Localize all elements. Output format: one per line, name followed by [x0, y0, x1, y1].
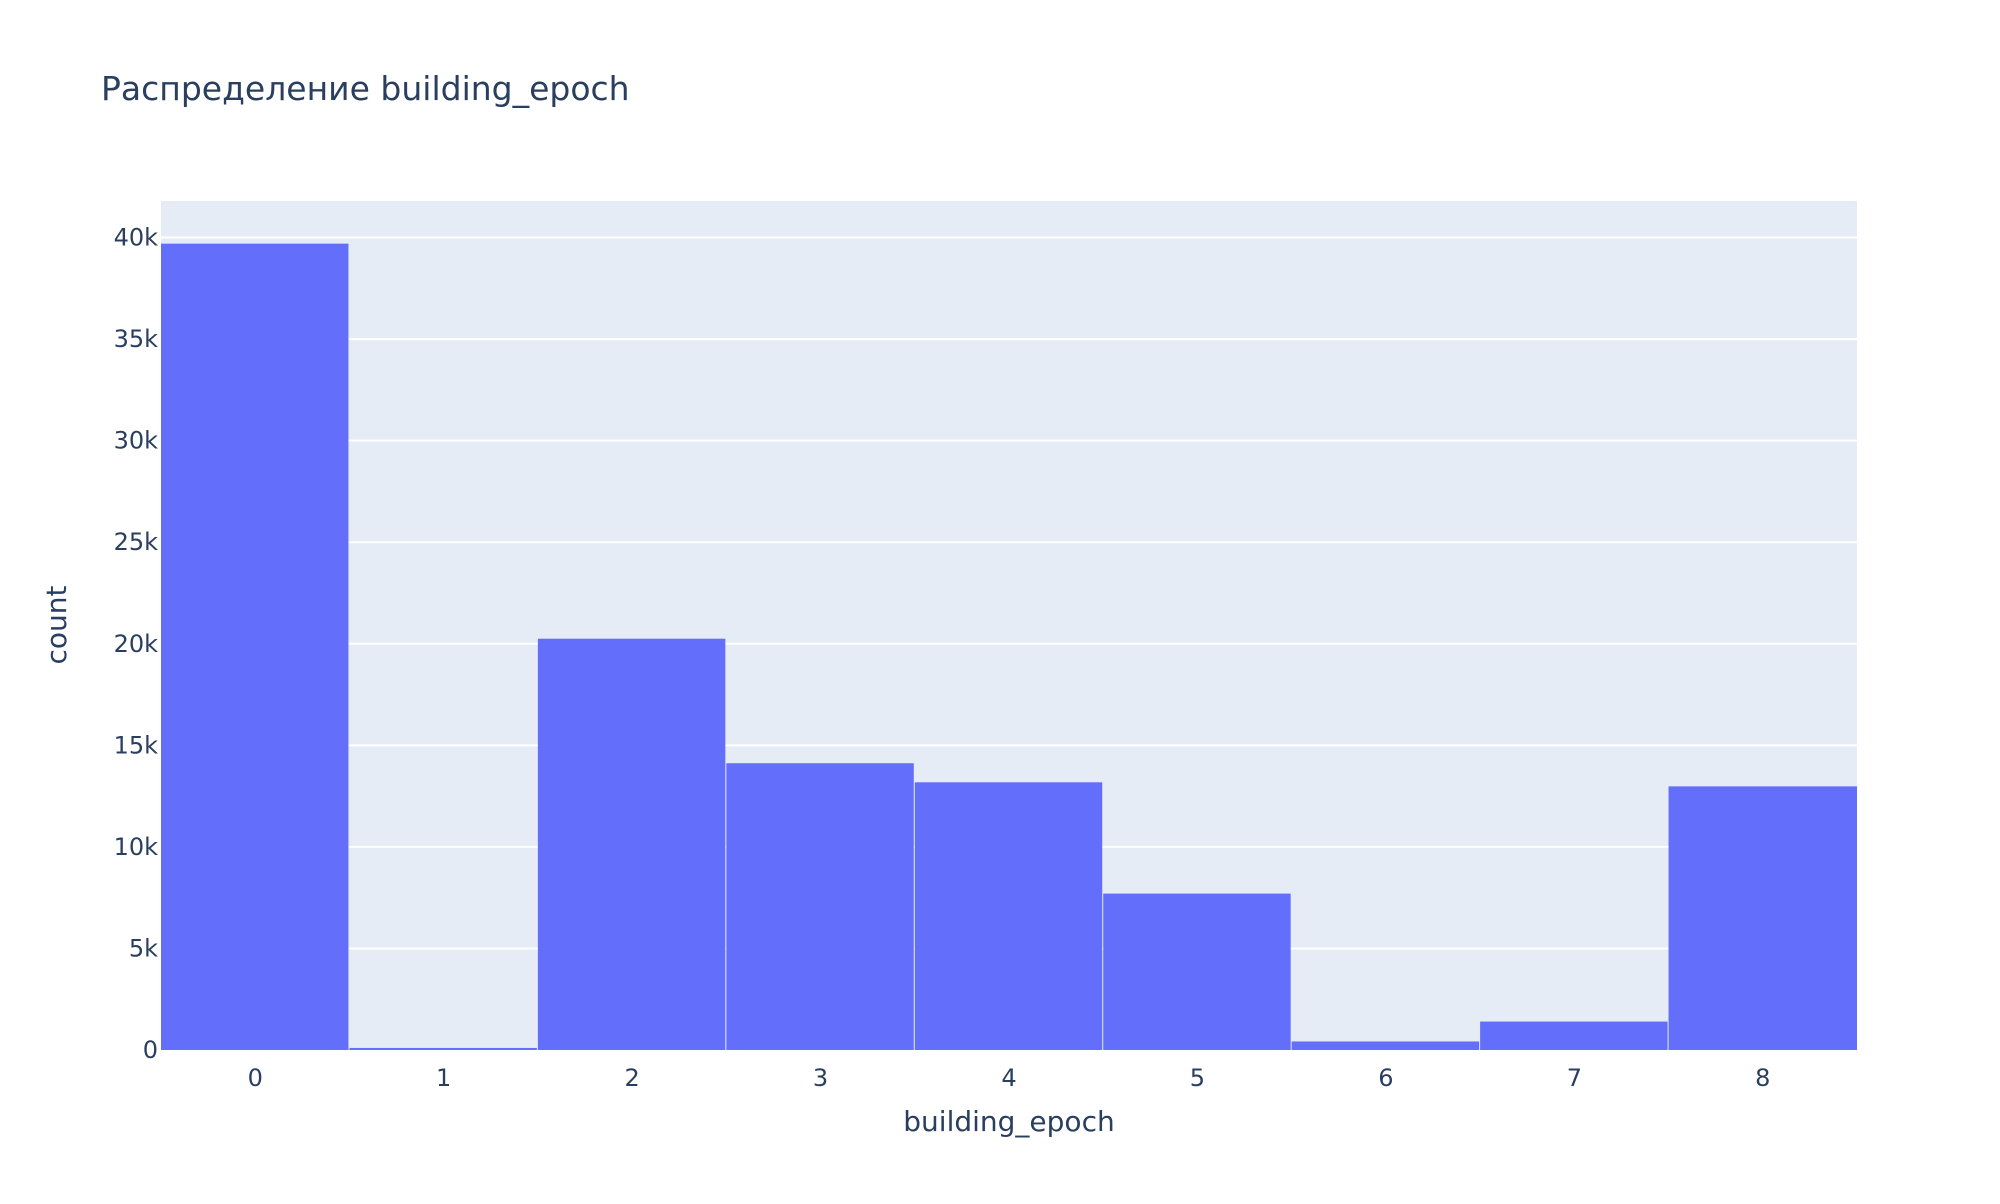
x-tick-label: 0 — [248, 1064, 263, 1092]
bar-epoch-6[interactable] — [1291, 1041, 1480, 1050]
x-tick-label: 1 — [436, 1064, 451, 1092]
x-tick-labels: 0 1 2 3 4 5 6 7 8 — [248, 1064, 1771, 1092]
bar-epoch-4[interactable] — [914, 782, 1103, 1050]
y-tick-labels: 0 5k 10k 15k 20k 25k 30k 35k 40k — [114, 224, 159, 1064]
x-tick-label: 6 — [1378, 1064, 1393, 1092]
y-tick-label: 40k — [114, 224, 159, 252]
x-tick-label: 2 — [624, 1064, 639, 1092]
y-tick-label: 25k — [114, 528, 159, 556]
y-tick-label: 20k — [114, 630, 159, 658]
bar-epoch-3[interactable] — [726, 763, 914, 1050]
chart-title: Распределение building_epoch — [101, 69, 630, 108]
bar-epoch-0[interactable] — [161, 243, 349, 1051]
bar-epoch-2[interactable] — [537, 638, 726, 1050]
y-tick-label: 35k — [114, 325, 159, 353]
y-tick-label: 0 — [143, 1036, 158, 1064]
y-tick-label: 15k — [114, 731, 159, 759]
bar-epoch-7[interactable] — [1480, 1021, 1668, 1050]
y-axis-title: count — [40, 585, 73, 664]
bar-epoch-8[interactable] — [1668, 786, 1857, 1050]
x-tick-label: 4 — [1001, 1064, 1016, 1092]
bar-epoch-1[interactable] — [349, 1047, 537, 1050]
y-tick-label: 5k — [129, 934, 158, 962]
bar-epoch-5[interactable] — [1103, 893, 1291, 1050]
y-tick-label: 30k — [114, 427, 159, 455]
x-tick-label: 7 — [1567, 1064, 1582, 1092]
bars — [161, 243, 1857, 1051]
x-axis-title: building_epoch — [903, 1105, 1114, 1138]
x-tick-label: 3 — [813, 1064, 828, 1092]
x-tick-label: 8 — [1755, 1064, 1770, 1092]
y-tick-label: 10k — [114, 833, 159, 861]
x-tick-label: 5 — [1190, 1064, 1205, 1092]
